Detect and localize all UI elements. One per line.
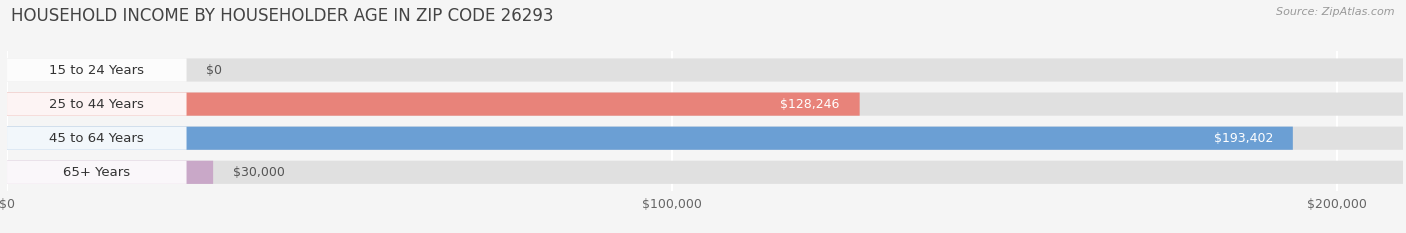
FancyBboxPatch shape — [7, 93, 859, 116]
Text: $128,246: $128,246 — [780, 98, 839, 111]
FancyBboxPatch shape — [7, 58, 1403, 82]
FancyBboxPatch shape — [7, 58, 187, 82]
Text: Source: ZipAtlas.com: Source: ZipAtlas.com — [1277, 7, 1395, 17]
FancyBboxPatch shape — [7, 127, 1403, 150]
FancyBboxPatch shape — [7, 161, 187, 184]
Text: $0: $0 — [207, 64, 222, 76]
FancyBboxPatch shape — [7, 127, 1294, 150]
FancyBboxPatch shape — [7, 161, 1403, 184]
Text: 45 to 64 Years: 45 to 64 Years — [49, 132, 145, 145]
FancyBboxPatch shape — [7, 127, 187, 150]
FancyBboxPatch shape — [7, 161, 214, 184]
Text: 15 to 24 Years: 15 to 24 Years — [49, 64, 145, 76]
FancyBboxPatch shape — [7, 93, 1403, 116]
Text: HOUSEHOLD INCOME BY HOUSEHOLDER AGE IN ZIP CODE 26293: HOUSEHOLD INCOME BY HOUSEHOLDER AGE IN Z… — [11, 7, 554, 25]
Text: 25 to 44 Years: 25 to 44 Years — [49, 98, 145, 111]
Text: 65+ Years: 65+ Years — [63, 166, 131, 179]
Text: $193,402: $193,402 — [1213, 132, 1272, 145]
FancyBboxPatch shape — [7, 93, 187, 116]
Text: $30,000: $30,000 — [233, 166, 285, 179]
